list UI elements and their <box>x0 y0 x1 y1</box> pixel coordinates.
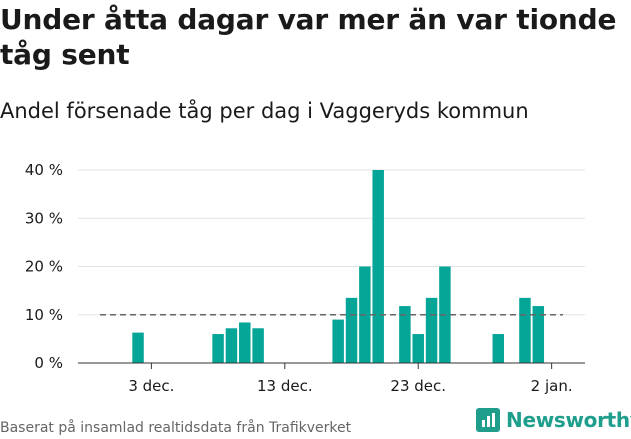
bar <box>399 306 411 363</box>
brand-name: Newsworthy <box>506 408 631 432</box>
y-tick-label: 20 % <box>25 258 63 276</box>
y-tick-label: 10 % <box>25 306 63 324</box>
x-tick-label: 2 jan. <box>531 377 573 395</box>
bar <box>252 328 264 363</box>
x-tick-label: 13 dec. <box>257 377 313 395</box>
chart-subtitle: Andel försenade tåg per dag i Vaggeryds … <box>0 99 529 123</box>
bar <box>332 319 344 363</box>
y-axis: 0 % 10 % 20 % 30 % 40 % <box>25 161 63 372</box>
y-tick-label: 30 % <box>25 209 63 227</box>
bar <box>132 332 144 363</box>
bar <box>239 322 251 363</box>
x-tick-label: 23 dec. <box>390 377 446 395</box>
bar <box>372 170 384 363</box>
bar <box>212 334 224 363</box>
bar <box>492 334 505 363</box>
chart-icon <box>476 408 500 432</box>
gridlines <box>78 169 585 316</box>
bar <box>532 306 545 363</box>
bar <box>425 297 438 363</box>
y-tick-label: 40 % <box>25 161 63 179</box>
x-tick-label: 3 dec. <box>128 377 174 395</box>
x-axis: 3 dec. 13 dec. 23 dec. 2 jan. <box>78 362 585 395</box>
chart-title: Under åtta dagar var mer än var tionde t… <box>0 3 617 71</box>
brand-logo[interactable]: Newsworthy <box>476 408 631 432</box>
bar <box>345 297 358 363</box>
bar <box>412 334 424 363</box>
bar <box>519 297 531 363</box>
bar <box>225 328 238 363</box>
source-note: Baserat på insamlad realtidsdata från Tr… <box>0 420 352 436</box>
y-tick-label: 0 % <box>34 354 63 372</box>
